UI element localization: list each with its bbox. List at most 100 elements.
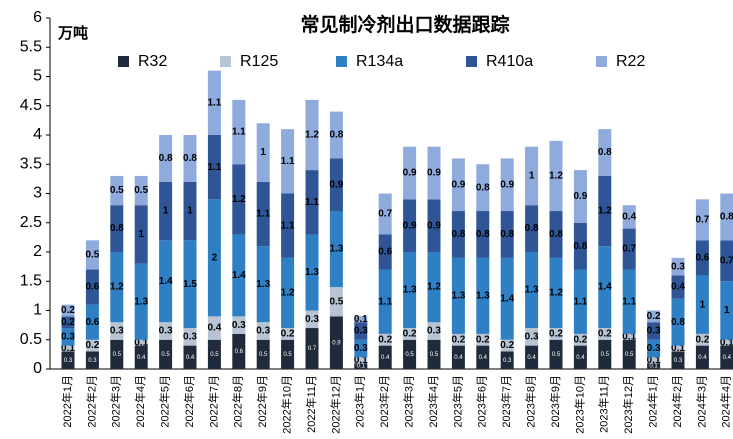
bar-segment	[451, 158, 465, 212]
bar-segment	[598, 175, 612, 247]
data-label: 0.6	[378, 247, 392, 258]
bar-segment	[671, 351, 685, 369]
data-label: 0.7	[622, 244, 636, 255]
bar-segment	[378, 234, 392, 270]
data-label: 0.4	[186, 355, 195, 361]
bar-segment	[647, 363, 661, 369]
bar-segment	[305, 310, 319, 329]
bar-segment	[207, 199, 221, 317]
bar-segment	[500, 211, 514, 258]
data-label: 1.3	[256, 279, 270, 290]
data-label: 1.3	[329, 244, 343, 255]
data-label: 0.2	[378, 334, 392, 345]
data-label: 0.1	[354, 355, 368, 366]
data-label: 0.2	[500, 340, 514, 351]
bar-segment	[451, 345, 465, 369]
data-label: 0.8	[720, 212, 733, 223]
bar-segment	[110, 205, 124, 252]
bar-segment	[354, 357, 368, 364]
bar-segment	[573, 222, 587, 270]
data-label: 1.3	[476, 291, 490, 302]
data-label: 0.3	[427, 326, 441, 337]
bar-segment	[500, 158, 514, 212]
x-tick-label: 2023年10月	[572, 375, 586, 434]
data-label: 0.6	[85, 282, 99, 293]
data-label: 0.7	[695, 214, 709, 225]
bar-segment	[305, 328, 319, 369]
data-label: 1	[260, 147, 266, 158]
bar-segment	[671, 345, 685, 352]
bar-segment	[671, 298, 685, 346]
data-label: 0.4	[527, 355, 536, 361]
data-label: 0.2	[451, 334, 465, 345]
legend-swatch	[336, 56, 347, 67]
bar-segment	[183, 328, 197, 346]
data-label: 1.2	[427, 282, 441, 293]
data-label: 0.5	[259, 352, 268, 358]
data-label: 0.9	[573, 191, 587, 202]
data-label: 0.9	[403, 220, 417, 231]
data-label: 1.1	[573, 296, 587, 307]
bar-segment	[85, 269, 99, 305]
data-label: 0.8	[525, 223, 539, 234]
bar-segment	[573, 269, 587, 334]
bar-segment	[256, 123, 270, 182]
data-label: 1.2	[110, 282, 124, 293]
bar-segment	[110, 339, 124, 369]
bar-segment	[476, 345, 490, 369]
bar-segment	[451, 333, 465, 346]
bar-segment	[61, 328, 75, 346]
bar-segment	[134, 339, 148, 346]
bar-segment	[622, 333, 636, 340]
y-tick-label: 5.5	[20, 38, 42, 55]
bar-segment	[427, 146, 441, 200]
bar-segment	[451, 257, 465, 334]
data-label: 0.5	[161, 352, 170, 358]
bar-segment	[622, 205, 636, 229]
data-label: 0.4	[622, 212, 636, 223]
data-label: 0.5	[601, 352, 610, 358]
bar-segment	[647, 322, 661, 340]
bar-segment	[354, 316, 368, 323]
bar-segment	[85, 351, 99, 369]
bar-segment	[207, 70, 221, 135]
data-label: 1.2	[232, 194, 246, 205]
legend-label: R22	[616, 53, 645, 70]
data-label: 0.2	[573, 334, 587, 345]
bar-segment	[573, 345, 587, 369]
bar-segment	[110, 322, 124, 340]
bar-segment	[476, 211, 490, 258]
bar-segment	[403, 252, 417, 329]
data-label: 1.4	[500, 293, 514, 304]
bar-segment	[159, 339, 173, 369]
y-tick-label: 0	[33, 360, 42, 377]
bar-segment	[403, 199, 417, 252]
data-label: 0.8	[159, 153, 173, 164]
data-label: 1.2	[549, 288, 563, 299]
bar-segment	[329, 158, 343, 212]
data-label: 0.9	[451, 179, 465, 190]
x-tick-label: 2022年6月	[182, 375, 196, 428]
x-tick-label: 2022年2月	[84, 375, 98, 428]
data-label: 0.3	[647, 343, 661, 354]
bar-segment	[159, 240, 173, 323]
data-label: 0.3	[305, 314, 319, 325]
bar-segment	[207, 339, 221, 369]
data-label: 0.2	[61, 305, 75, 316]
data-label: 0.9	[427, 168, 441, 179]
data-label: 0.7	[720, 255, 733, 266]
bar-segment	[476, 257, 490, 334]
data-label: 1.3	[403, 285, 417, 296]
y-tick-label: 0.5	[20, 331, 42, 348]
bar-segment	[647, 357, 661, 364]
data-label: 0.6	[235, 349, 244, 355]
data-label: 1.5	[183, 279, 197, 290]
y-tick-label: 1.5	[20, 272, 42, 289]
data-label: 0.2	[476, 334, 490, 345]
data-label: 0.2	[647, 311, 661, 322]
x-tick-label: 2022年3月	[109, 375, 123, 428]
data-label: 1.1	[281, 156, 295, 167]
data-label: 0.2	[85, 340, 99, 351]
bar-segment	[281, 257, 295, 329]
data-label: 0.1	[647, 355, 661, 366]
